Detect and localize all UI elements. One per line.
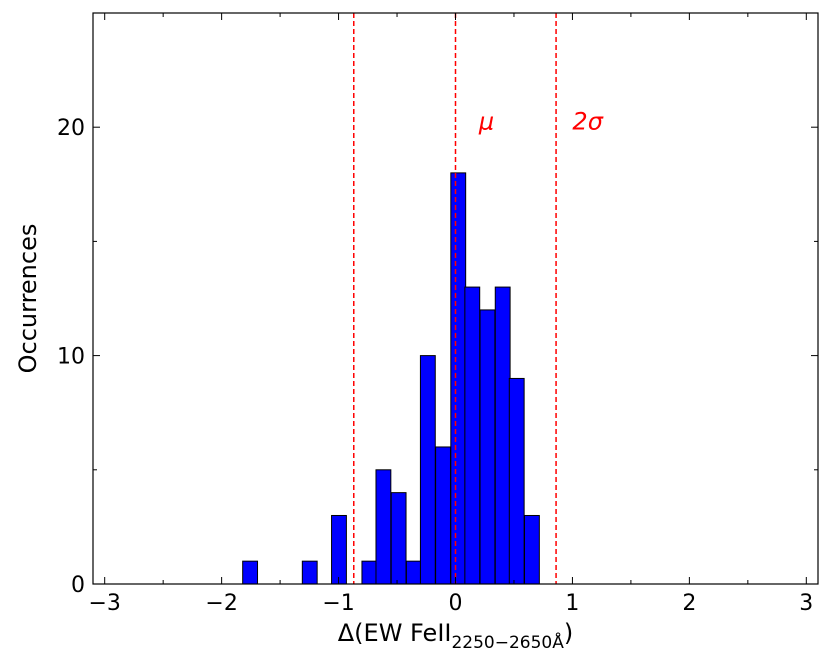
histogram-bar (479, 309, 496, 585)
reference-lines-group (353, 13, 557, 584)
x-axis-label-close: ) (564, 619, 573, 647)
histogram-bar (450, 172, 467, 585)
bars-group (242, 172, 540, 585)
y-tick-label: 0 (71, 573, 85, 598)
x-tick-label: 2 (682, 591, 696, 616)
two-sigma-annotation: 2σ (572, 107, 603, 135)
x-tick-label: −3 (88, 591, 120, 616)
tick-labels-group: −3 −2 −1 0 1 2 3 0 10 20 (57, 116, 813, 616)
y-axis-label: Occurrences (14, 224, 42, 374)
histogram-bar (405, 560, 422, 585)
x-axis-label-subscript: 2250−2650Å (451, 631, 564, 653)
ticks-group (93, 13, 818, 585)
x-tick-label: −1 (322, 591, 354, 616)
x-axis-label: Δ(EW FeII2250−2650Å) (338, 619, 574, 653)
x-tick-label: 0 (449, 591, 463, 616)
x-tick-label: 3 (799, 591, 813, 616)
histogram-bar (331, 514, 347, 585)
histogram-bar (390, 492, 407, 585)
y-tick-label: 20 (57, 116, 85, 141)
mu-annotation: μ (478, 107, 494, 135)
histogram-bar (508, 377, 525, 585)
histogram-bar (523, 514, 540, 585)
histogram-bar (464, 286, 481, 585)
histogram-bar (375, 469, 392, 585)
histogram-bar (361, 560, 378, 585)
x-tick-label: −2 (205, 591, 237, 616)
histogram-bar (419, 355, 436, 585)
histogram-bar (301, 560, 318, 585)
y-tick-label: 10 (57, 345, 85, 370)
histogram-bar (494, 286, 511, 585)
histogram-bar (435, 446, 451, 585)
x-axis-label-main: Δ(EW FeII (338, 619, 452, 647)
x-tick-label: 1 (565, 591, 579, 616)
histogram-bar (242, 560, 259, 585)
